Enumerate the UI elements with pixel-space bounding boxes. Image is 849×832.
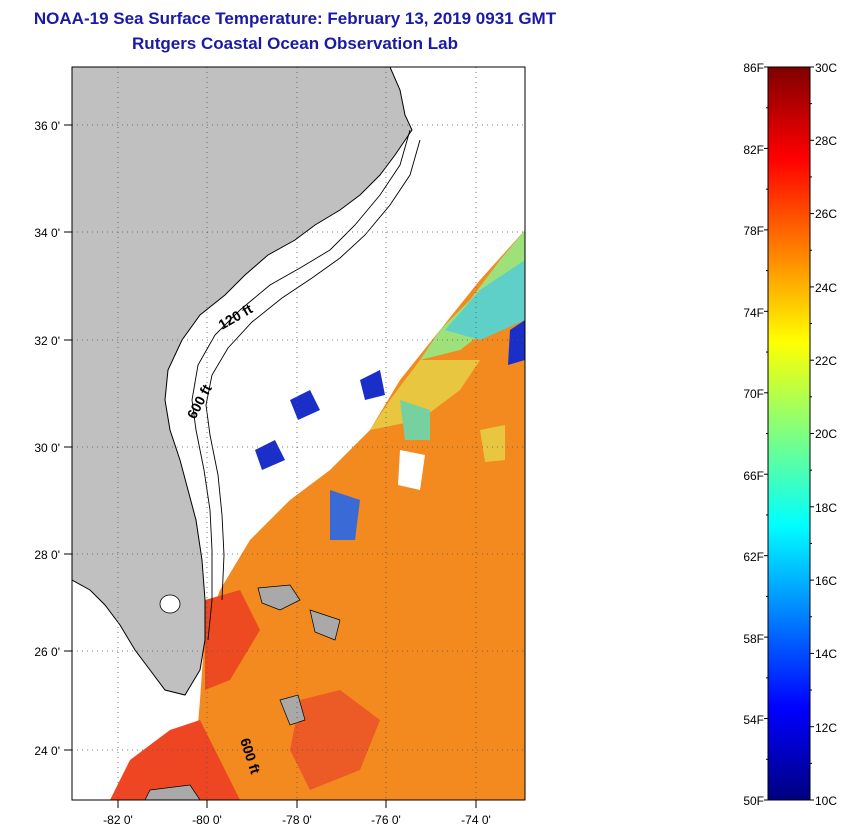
colorbar-c-label: 10C: [815, 794, 837, 808]
colorbar-c-label: 14C: [815, 647, 837, 661]
colorbar-c-label: 30C: [815, 61, 837, 75]
colorbar-f-label: 66F: [743, 469, 764, 483]
colorbar-f-label: 50F: [743, 794, 764, 808]
colorbar-f-label: 70F: [743, 387, 764, 401]
x-tick-label: -82 0': [103, 813, 133, 827]
isobath-600ft: [205, 139, 421, 601]
y-tick-label: 34 0': [34, 226, 60, 240]
map-subtitle: Rutgers Coastal Ocean Observation Lab: [132, 34, 458, 53]
us-landmass: [72, 67, 413, 696]
colorbar-f-label: 62F: [743, 550, 764, 564]
colorbar-c-label: 12C: [815, 721, 837, 735]
x-tick-label: -76 0': [371, 813, 401, 827]
colorbar-f-label: 82F: [743, 143, 764, 157]
map-grid: [72, 67, 525, 800]
colorbar-c-label: 16C: [815, 574, 837, 588]
colorbar-c-label: 26C: [815, 207, 837, 221]
bahamas-islands: [144, 584, 341, 800]
colorbar-f-label: 58F: [743, 632, 764, 646]
colorbar-f-label: 74F: [743, 306, 764, 320]
lake-okeechobee: [159, 594, 181, 614]
colorbar-c-label: 22C: [815, 354, 837, 368]
y-tick-label: 32 0': [34, 334, 60, 348]
y-tick-label: 30 0': [34, 441, 60, 455]
y-tick-label: 36 0': [34, 119, 60, 133]
colorbar: [767, 66, 811, 801]
colorbar-c-label: 24C: [815, 281, 837, 295]
x-tick-label: -80 0': [192, 813, 222, 827]
map-title: NOAA-19 Sea Surface Temperature: Februar…: [33, 9, 557, 28]
colorbar-tick-marks: [764, 66, 814, 801]
isobath-120ft: [191, 129, 411, 641]
map-tick-marks: [64, 124, 477, 808]
map-area: 120 ft 600 ft 600 ft: [72, 67, 525, 800]
x-tick-label: -78 0': [282, 813, 312, 827]
colorbar-c-label: 20C: [815, 427, 837, 441]
colorbar-f-label: 54F: [743, 713, 764, 727]
colorbar-c-label: 18C: [815, 501, 837, 515]
x-tick-label: -74 0': [461, 813, 491, 827]
y-tick-label: 24 0': [34, 744, 60, 758]
y-tick-label: 26 0': [34, 645, 60, 659]
map-frame: [71, 66, 526, 801]
colorbar-f-label: 86F: [743, 61, 764, 75]
colorbar-c-label: 28C: [815, 134, 837, 148]
colorbar-f-label: 78F: [743, 224, 764, 238]
sst-field: [110, 230, 525, 800]
y-tick-label: 28 0': [34, 548, 60, 562]
